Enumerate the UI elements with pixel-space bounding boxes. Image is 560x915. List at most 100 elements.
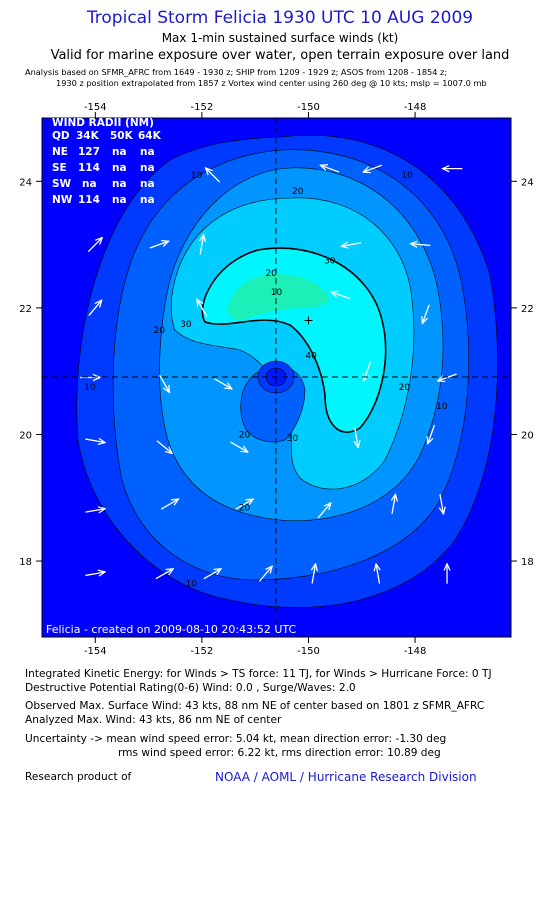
x-tick-label-top: -148 [404, 102, 427, 113]
wind-vector-arrow [85, 509, 105, 512]
wind-vector-arrow [88, 300, 102, 316]
wind-radii-50k: na [112, 178, 127, 190]
wind-vector-arrow [320, 165, 340, 173]
observed-max-wind: Observed Max. Surface Wind: 43 kts, 88 n… [25, 700, 485, 712]
contour-label: 10 [436, 402, 448, 412]
contour-label: 20 [399, 383, 411, 393]
x-tick-label-bottom: -148 [404, 646, 427, 657]
analyzed-max-wind: Analyzed Max. Wind: 43 kts, 86 nm NE of … [25, 714, 282, 726]
wind-vector-arrow [410, 244, 431, 246]
wind-radii-table: WIND RADII (NM) QD 34K 50K 64K NE 127 na… [52, 117, 162, 206]
chart-title: Tropical Storm Felicia 1930 UTC 10 AUG 2… [86, 8, 474, 28]
chart-subtitle: Max 1-min sustained surface winds (kt) [161, 31, 399, 45]
wind-radii-50k: na [112, 194, 127, 206]
wind-radii-34k: na [82, 178, 97, 190]
position-note: 1930 z position extrapolated from 1857 z… [56, 78, 487, 88]
wind-vector-arrow [156, 440, 172, 454]
wind-radii-header-50k: 50K [110, 130, 134, 142]
wind-vector-arrow [440, 494, 443, 514]
wind-vector-arrow [258, 566, 272, 582]
x-tick-label-top: -154 [84, 102, 107, 113]
max-wind-marker [304, 316, 313, 325]
contour-label: 10 [271, 288, 283, 298]
contour-label: 30 [180, 320, 192, 330]
x-tick-label-bottom: -154 [84, 646, 107, 657]
organization-link[interactable]: NOAA / AOML / Hurricane Research Divisio… [215, 770, 477, 784]
x-tick-label-top: -150 [297, 102, 320, 113]
y-tick-label-left: 20 [19, 430, 32, 441]
contour-label: 20 [239, 503, 251, 513]
contour-label: 10 [191, 171, 203, 181]
contour-label: 10 [186, 579, 198, 589]
contour-label: 10 [84, 383, 96, 393]
uncertainty-line-2: rms wind speed error: 6.22 kt, rms direc… [118, 747, 441, 759]
wind-radii-header-qd: QD [52, 130, 70, 142]
wind-radii-quadrant: SW [52, 178, 72, 190]
contour-max-wind-core [228, 274, 330, 320]
valid-note: Valid for marine exposure over water, op… [50, 48, 510, 63]
wind-radii-34k: 114 [78, 194, 100, 206]
contour-label: 20 [292, 187, 304, 197]
wind-vector-arrow [160, 499, 178, 510]
wind-vector-arrow [235, 499, 253, 510]
axis-tick-labels: -154 -154 -152 -152 -150 -150 -148 -148 18 18 20 20… [19, 102, 533, 657]
wind-vector-arrow [363, 164, 383, 172]
wind-vectors [79, 164, 463, 584]
wind-radii-title: WIND RADII (NM) [52, 117, 154, 129]
contour-label: 20 [154, 326, 166, 336]
wind-vector-arrow [355, 427, 358, 448]
wind-vector-arrow [85, 439, 105, 442]
dpr-line: Destructive Potential Rating(0-6) Wind: … [25, 682, 356, 694]
analysis-sources: Analysis based on SFMR_AFRC from 1649 - … [25, 67, 448, 77]
wind-radii-64k: na [140, 178, 155, 190]
wind-vector-arrow [149, 241, 169, 249]
wind-vector-arrow [317, 503, 331, 519]
wind-vector-arrow [341, 243, 362, 246]
wind-vector-arrow [214, 378, 232, 389]
y-tick-label-left: 22 [19, 304, 32, 315]
wind-radii-34k: 127 [78, 146, 100, 158]
wind-vector-arrow [230, 441, 248, 452]
wind-vector-arrow [155, 569, 173, 580]
y-tick-label-right: 24 [521, 177, 534, 188]
wind-radii-quadrant: NW [52, 194, 73, 206]
contour-label: 30 [287, 434, 299, 444]
wind-radii-quadrant: SE [52, 162, 67, 174]
wind-contours [76, 134, 498, 608]
contour-label: 10 [401, 171, 413, 181]
wind-vector-arrow [392, 494, 395, 515]
wind-radii-64k: na [140, 162, 155, 174]
wind-radii-64k: na [140, 194, 155, 206]
y-tick-label-left: 24 [19, 177, 32, 188]
plot-frame [41, 117, 512, 638]
wind-vector-arrow [203, 569, 221, 580]
contour-label: 20 [265, 269, 277, 279]
x-tick-label-top: -152 [191, 102, 214, 113]
wind-radii-50k: na [112, 162, 127, 174]
contour-label: 40 [305, 352, 317, 362]
wind-radii-34k: 114 [78, 162, 100, 174]
wind-vector-arrow [200, 235, 203, 255]
wind-radii-header-34k: 34K [76, 130, 100, 142]
wind-vector-arrow [376, 564, 379, 584]
wind-radii-header-64k: 64K [138, 130, 162, 142]
axis-ticks [36, 112, 517, 643]
x-tick-label-bottom: -152 [191, 646, 214, 657]
wind-vector-arrow [331, 292, 351, 300]
contour-label: 20 [239, 431, 251, 441]
y-tick-label-left: 18 [19, 557, 32, 568]
wind-vector-arrow [422, 304, 430, 324]
contour-label: 30 [324, 257, 336, 267]
x-tick-label-bottom: -150 [297, 646, 320, 657]
y-tick-label-right: 18 [521, 557, 534, 568]
y-tick-label-right: 22 [521, 304, 534, 315]
wind-vector-arrow [197, 299, 208, 317]
y-tick-label-right: 20 [521, 430, 534, 441]
wind-vector-arrow [159, 374, 170, 392]
wind-radii-64k: na [140, 146, 155, 158]
wind-vector-arrow [438, 373, 457, 381]
wind-vector-arrow [428, 424, 436, 444]
contour-labels: 10 20 30 20 10 30 20 40 20 10 10 20 30 20 10 10 [84, 171, 447, 589]
created-stamp: Felicia - created on 2009-08-10 20:43:52… [46, 623, 296, 636]
